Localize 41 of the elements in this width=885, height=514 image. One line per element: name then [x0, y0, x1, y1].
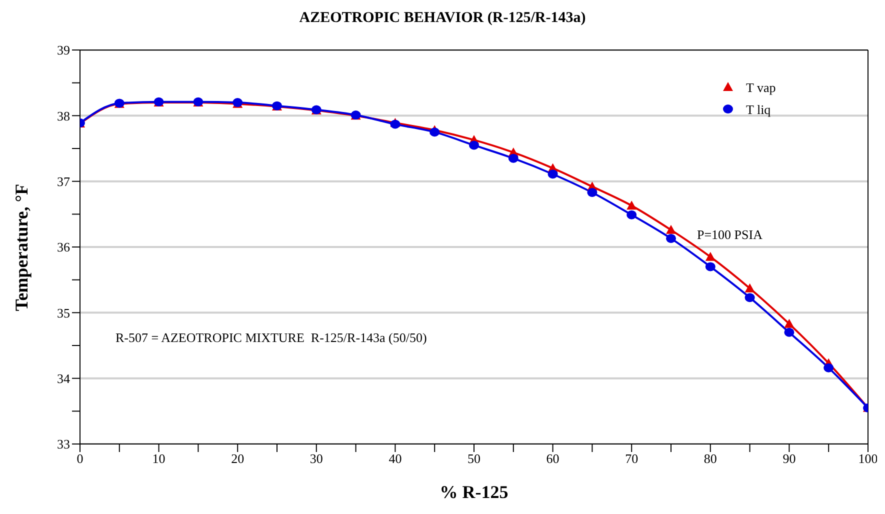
x-tick-label: 0: [76, 451, 84, 466]
point: [666, 224, 676, 234]
y-tick-label: 34: [57, 370, 70, 386]
point: [587, 188, 598, 197]
y-tick-label: 33: [57, 436, 70, 452]
x-axis-title: % R-125: [438, 482, 510, 503]
point: [469, 140, 479, 150]
chart-title: AZEOTROPIC BEHAVIOR (R-125/R-143a): [298, 10, 587, 27]
annotation: R-507 = AZEOTROPIC MIXTURE R-125/R-143a (50/50): [115, 330, 427, 346]
x-tick-label: 40: [388, 451, 402, 466]
point: [824, 363, 834, 372]
point: [508, 154, 518, 163]
y-tick-label: 38: [57, 108, 70, 124]
y-tick-label: 35: [57, 305, 70, 320]
point: [784, 328, 794, 337]
x-tick-label: 60: [546, 451, 560, 466]
y-tick-label: 36: [57, 240, 70, 255]
y-tick-label: 39: [57, 42, 70, 58]
x-tick-label: 100: [858, 451, 878, 466]
point: [430, 128, 440, 137]
x-tick-label: 10: [152, 451, 166, 466]
x-tick-label: 70: [625, 451, 638, 466]
x-tick-label: 50: [468, 451, 480, 466]
point: [626, 210, 637, 220]
point: [666, 234, 676, 243]
x-tick-label: 80: [704, 451, 717, 466]
legend-label: T liq: [746, 102, 772, 117]
point: [784, 318, 794, 328]
point: [744, 293, 755, 302]
point: [705, 252, 716, 261]
x-tick-label: 90: [782, 451, 796, 466]
point: [705, 262, 716, 272]
x-tick-label: 20: [231, 451, 244, 466]
point: [744, 283, 755, 292]
point: [548, 170, 558, 179]
x-tick-label: 30: [310, 451, 323, 466]
legend-label: T vap: [746, 80, 776, 95]
annotation: P=100 PSIA: [697, 227, 762, 244]
y-axis-title: Temperature, °F: [12, 184, 33, 312]
y-tick-label: 37: [57, 174, 70, 189]
point: [626, 200, 637, 210]
